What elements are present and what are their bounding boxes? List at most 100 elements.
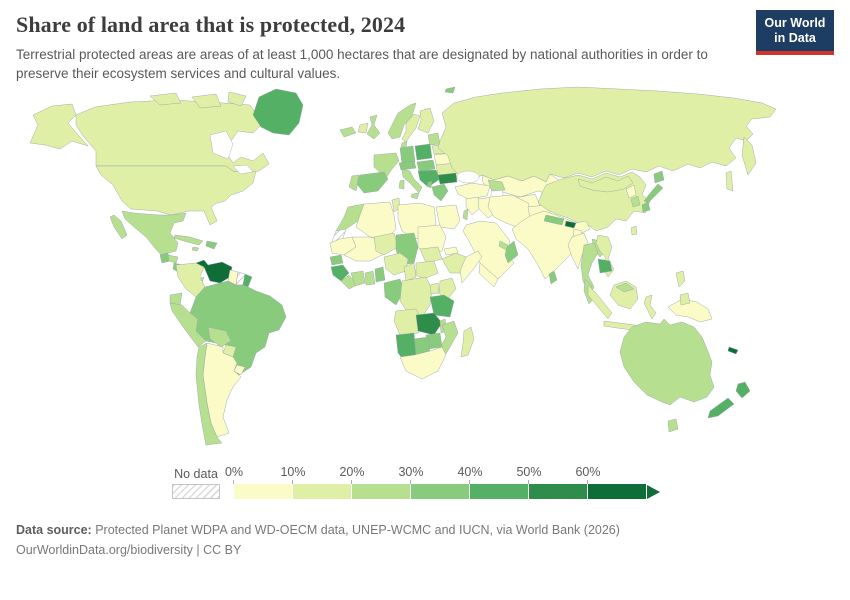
country-mexico[interactable] xyxy=(121,211,187,256)
country-mongolia[interactable] xyxy=(577,176,634,193)
country-malaysia-borneo[interactable] xyxy=(615,283,635,293)
country-senegal[interactable] xyxy=(329,255,344,266)
country-niger[interactable] xyxy=(373,233,399,256)
country-cuba[interactable] xyxy=(173,235,204,246)
legend-bin-3[interactable]: 30% xyxy=(398,465,470,500)
country-baltics[interactable] xyxy=(427,133,441,146)
legend-bin-2[interactable]: 20% xyxy=(339,465,411,500)
country-hispaniola[interactable] xyxy=(205,241,218,250)
legend-bin-4[interactable]: 40% xyxy=(457,465,529,500)
country-portugal[interactable] xyxy=(348,175,360,192)
legend-bin-1[interactable]: 10% xyxy=(280,465,352,500)
country-madagascar[interactable] xyxy=(460,327,475,358)
country-canada-arctic-island[interactable] xyxy=(149,93,182,106)
country-indonesia-sumatra[interactable] xyxy=(587,285,613,320)
country-philippines-mindanao[interactable] xyxy=(679,293,691,306)
country-south-sudan[interactable] xyxy=(419,247,443,264)
legend-bin-6[interactable]: 60% xyxy=(575,465,647,500)
country-uk[interactable] xyxy=(366,115,381,140)
country-south-africa[interactable] xyxy=(399,347,447,380)
country-tanzania[interactable] xyxy=(429,295,455,318)
country-germany[interactable] xyxy=(399,146,416,165)
country-czech-hungary[interactable] xyxy=(416,160,436,172)
country-iceland[interactable] xyxy=(339,127,357,138)
country-egypt[interactable] xyxy=(435,205,461,230)
country-italy[interactable] xyxy=(401,169,423,194)
country-philippines-luzon[interactable] xyxy=(675,271,686,288)
country-new-caledonia[interactable] xyxy=(727,347,739,355)
country-russia-kamchatka[interactable] xyxy=(741,137,757,176)
owid-logo[interactable]: Our World in Data xyxy=(756,10,834,55)
country-spain[interactable] xyxy=(355,172,389,194)
country-switzerland-austria[interactable] xyxy=(398,161,417,171)
country-canada-arctic-island[interactable] xyxy=(227,92,247,107)
country-svalbard[interactable] xyxy=(444,87,456,94)
country-greece[interactable] xyxy=(431,184,449,202)
legend-bin-0[interactable]: 0% xyxy=(225,465,293,500)
country-guinea[interactable] xyxy=(330,265,350,282)
country-north-korea[interactable] xyxy=(625,185,637,199)
country-oman[interactable] xyxy=(504,241,519,264)
country-caucasus[interactable] xyxy=(487,180,506,192)
country-japan-kyushu[interactable] xyxy=(641,202,651,213)
country-chile[interactable] xyxy=(195,343,223,446)
country-mexico-baja[interactable] xyxy=(109,215,128,240)
country-japan-honshu[interactable] xyxy=(643,184,664,204)
country-poland[interactable] xyxy=(414,144,433,161)
country-uae[interactable] xyxy=(498,241,509,251)
country-central-african-republic[interactable] xyxy=(415,261,439,280)
country-honduras[interactable] xyxy=(167,255,179,264)
country-bulgaria[interactable] xyxy=(437,173,458,185)
country-south-korea[interactable] xyxy=(630,196,641,208)
country-ghana[interactable] xyxy=(364,271,376,286)
country-tasmania[interactable] xyxy=(667,419,679,433)
country-syria-levant[interactable] xyxy=(465,197,482,216)
legend-bin-5[interactable]: 50% xyxy=(516,465,588,500)
country-zambia[interactable] xyxy=(415,313,443,336)
country-australia[interactable] xyxy=(619,319,715,406)
country-nepal[interactable] xyxy=(543,215,565,226)
legend-no-data-swatch[interactable] xyxy=(172,484,220,500)
country-peru[interactable] xyxy=(169,303,207,348)
country-cameroon[interactable] xyxy=(403,263,417,282)
footer-license-link[interactable]: OurWorldinData.org/biodiversity | CC BY xyxy=(16,542,242,557)
country-new-zealand-south[interactable] xyxy=(707,398,735,419)
country-jamaica[interactable] xyxy=(191,247,200,252)
country-russia[interactable] xyxy=(437,87,777,183)
country-canada-arctic-island[interactable] xyxy=(191,94,222,109)
country-france[interactable] xyxy=(373,153,400,179)
country-bolivia[interactable] xyxy=(207,327,232,348)
country-bhutan[interactable] xyxy=(564,221,577,229)
country-alaska[interactable] xyxy=(29,104,89,150)
country-drc[interactable] xyxy=(399,277,433,318)
country-russia-sakhalin[interactable] xyxy=(725,171,734,192)
country-greenland[interactable] xyxy=(252,89,304,136)
country-sweden[interactable] xyxy=(401,114,421,143)
country-sri-lanka[interactable] xyxy=(548,271,558,285)
country-balkans[interactable] xyxy=(417,170,441,188)
country-turkey[interactable] xyxy=(454,183,491,200)
country-nigeria[interactable] xyxy=(383,253,409,276)
country-eritrea[interactable] xyxy=(443,247,459,256)
country-taiwan[interactable] xyxy=(630,226,638,236)
country-india[interactable] xyxy=(511,211,591,280)
country-new-zealand-north[interactable] xyxy=(735,382,751,399)
country-uganda[interactable] xyxy=(429,283,440,295)
country-togo-benin[interactable] xyxy=(374,267,386,283)
country-gabon-congo[interactable] xyxy=(383,279,405,306)
country-yemen[interactable] xyxy=(478,263,499,288)
country-canada[interactable] xyxy=(75,100,270,174)
country-cote-divoire[interactable] xyxy=(350,271,366,287)
country-sicily[interactable] xyxy=(410,193,420,200)
country-albania[interactable] xyxy=(426,181,433,189)
country-japan-hokkaido[interactable] xyxy=(653,171,665,184)
country-indonesia-sulawesi[interactable] xyxy=(643,295,657,320)
country-angola[interactable] xyxy=(393,309,423,336)
country-cambodia[interactable] xyxy=(597,259,613,274)
country-finland[interactable] xyxy=(417,108,435,134)
country-uruguay[interactable] xyxy=(233,365,246,376)
country-myanmar[interactable] xyxy=(567,233,589,270)
country-somalia[interactable] xyxy=(459,251,483,284)
country-sardinia[interactable] xyxy=(398,180,405,190)
country-ireland[interactable] xyxy=(357,123,369,134)
